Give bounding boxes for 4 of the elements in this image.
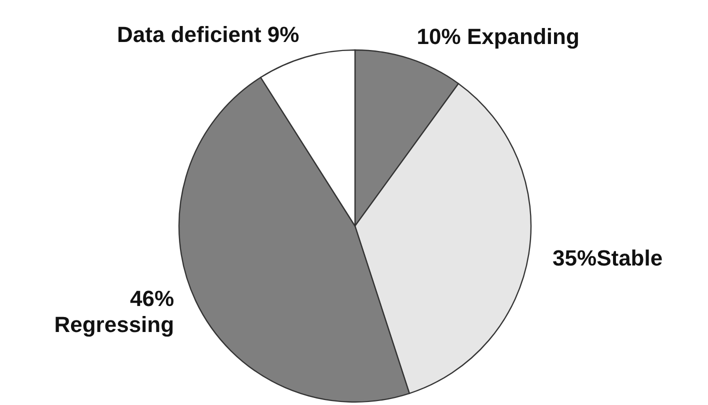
slice-label: Data deficient 9%: [117, 22, 300, 47]
slice-label: 46% Regressing: [54, 286, 174, 338]
slice-label: 10% Expanding: [416, 24, 580, 49]
slice-label: 35%Stable: [552, 245, 663, 270]
